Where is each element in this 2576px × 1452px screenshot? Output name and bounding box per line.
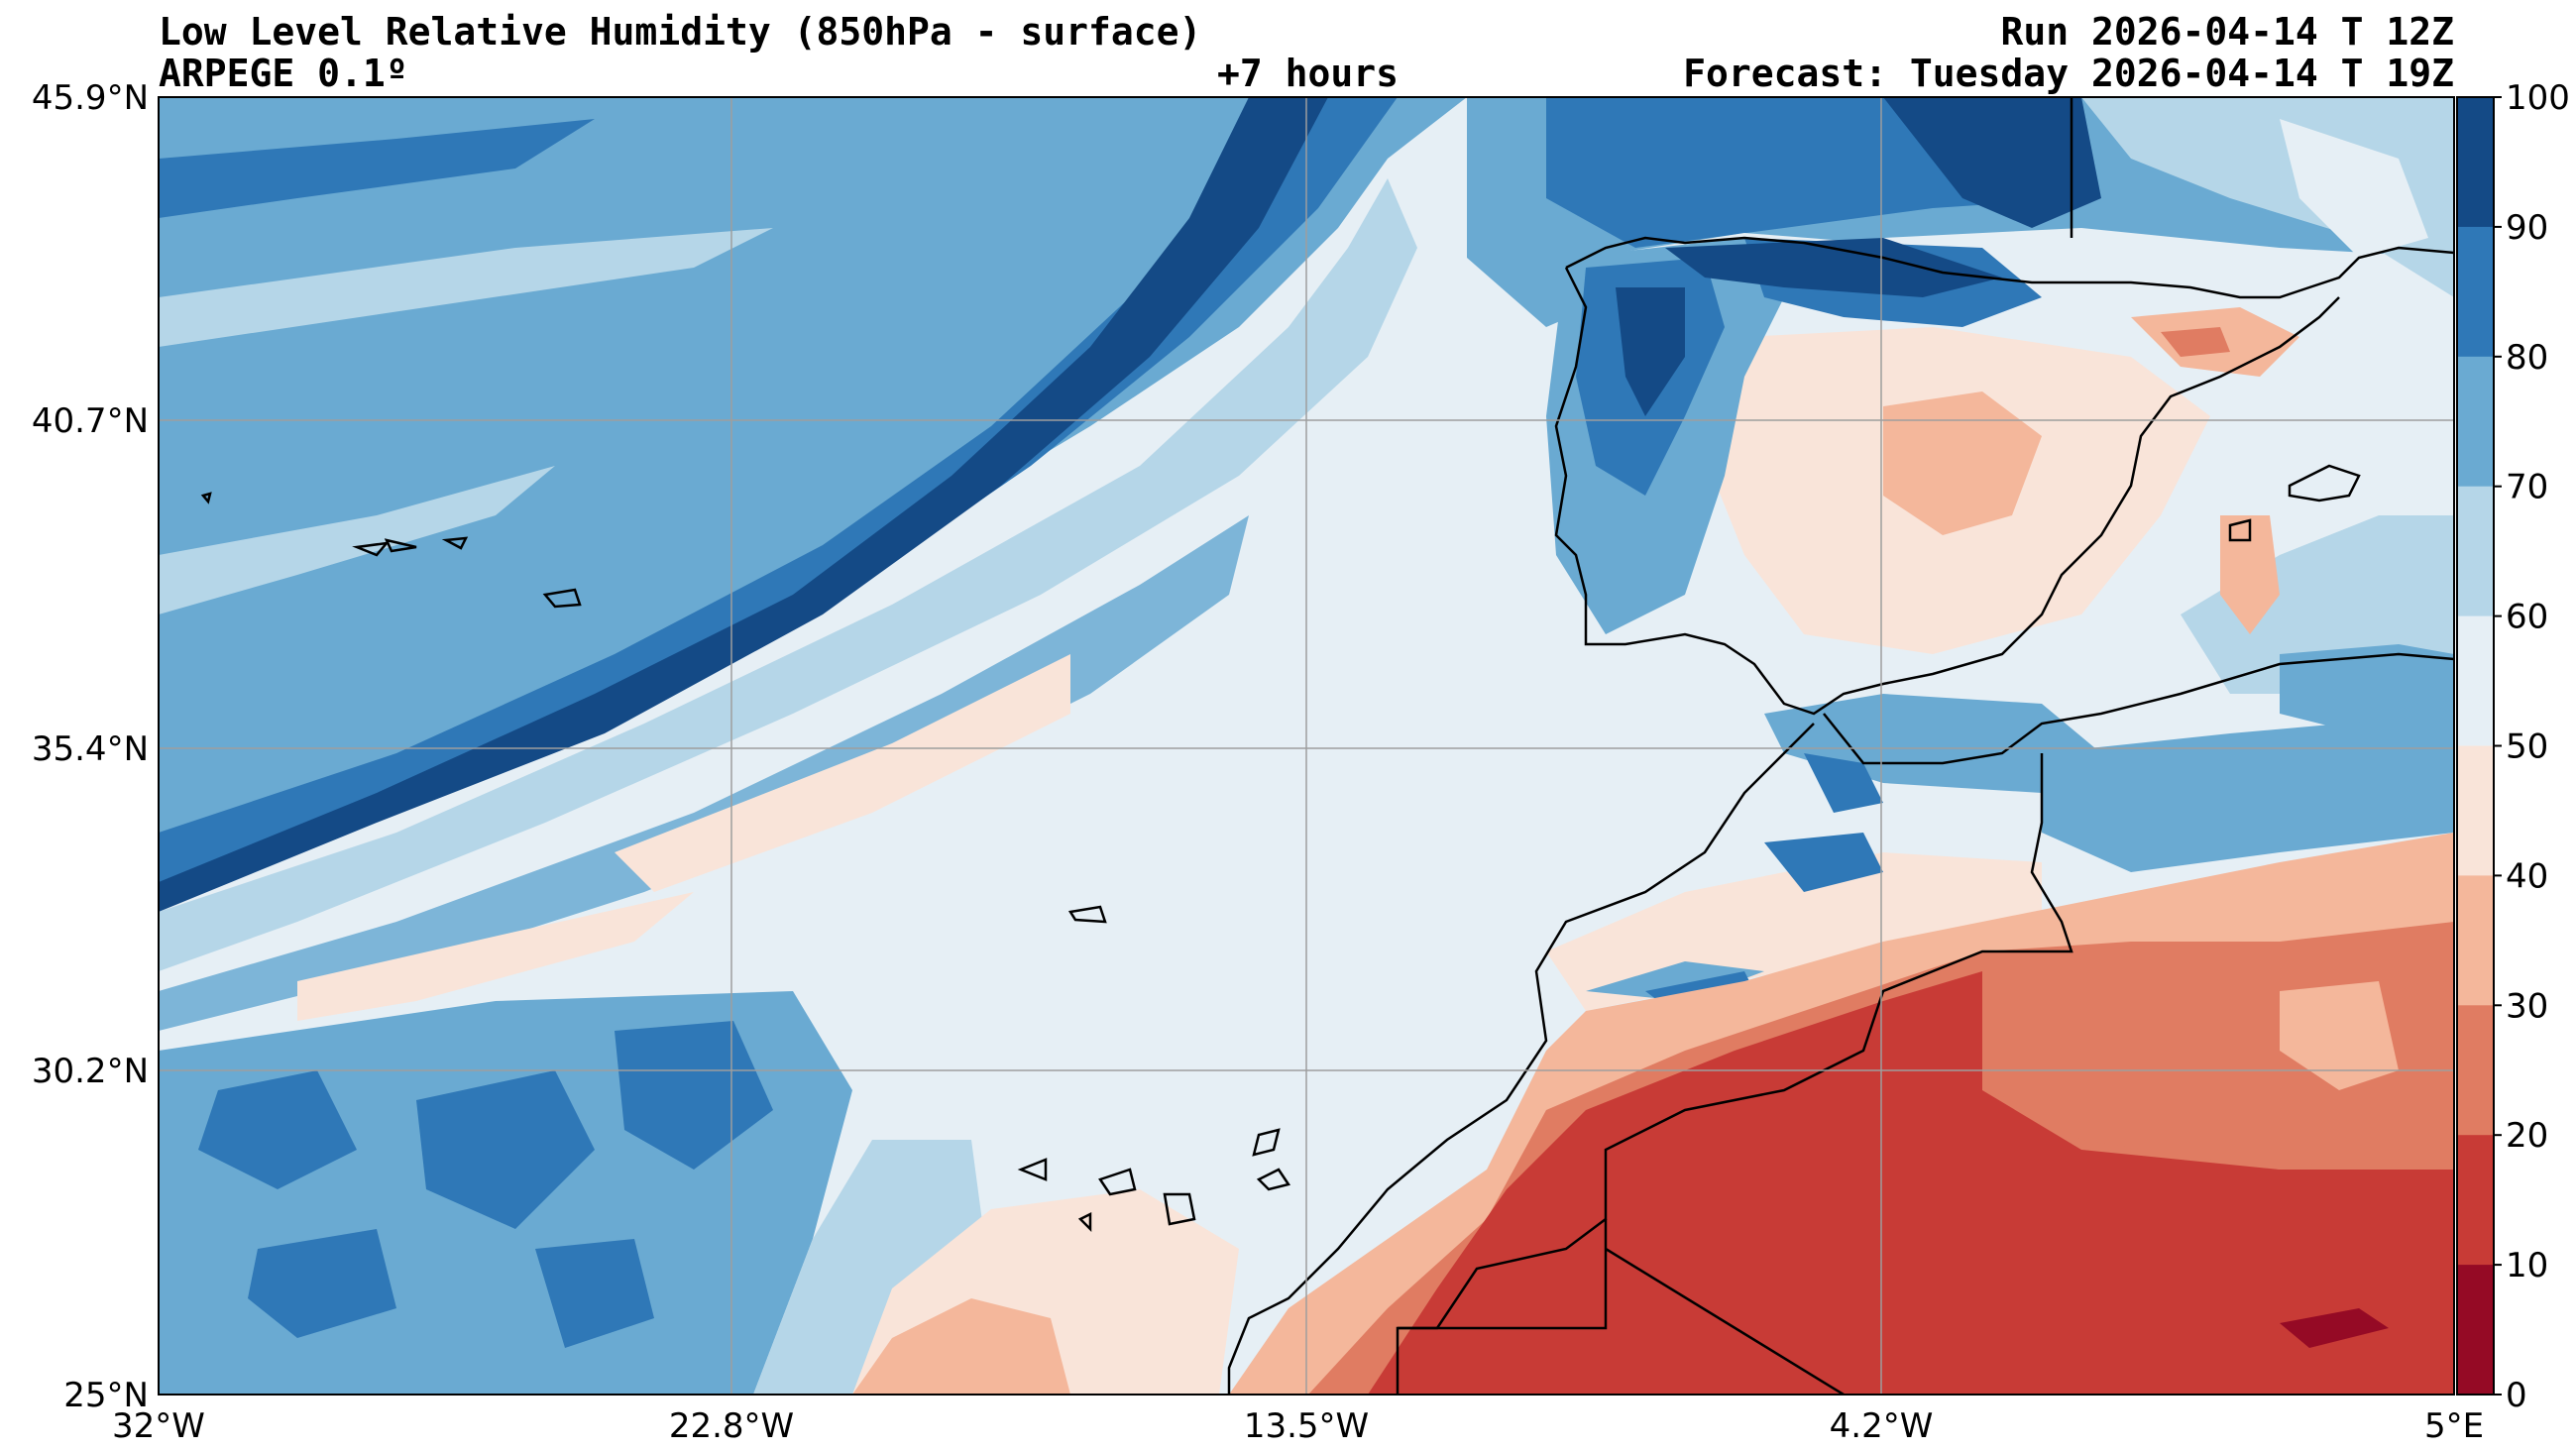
lat-tick-label: 35.4°N <box>32 729 149 769</box>
run-time: Run 2026-04-14 T 12Z <box>2000 10 2454 54</box>
colorbar-band <box>2457 745 2494 876</box>
colorbar-tick-label: 20 <box>2506 1116 2548 1156</box>
colorbar-tick-label: 30 <box>2506 986 2548 1026</box>
lat-tick-label: 45.9°N <box>32 78 149 118</box>
colorbar-tick-label: 10 <box>2506 1246 2548 1285</box>
map-frame <box>158 96 2455 1396</box>
colorbar-tick-label: 50 <box>2506 727 2548 767</box>
colorbar-tick-label: 100 <box>2506 78 2570 118</box>
forecast-time: Forecast: Tuesday 2026-04-14 T 19Z <box>1683 52 2454 95</box>
lead-time: +7 hours <box>1217 52 1400 95</box>
colorbar-band <box>2457 486 2494 617</box>
lat-tick-label: 25°N <box>63 1376 149 1415</box>
lon-tick-label: 22.8°W <box>669 1406 794 1446</box>
colorbar-tick-label: 60 <box>2506 598 2548 637</box>
lat-axis: 45.9°N 40.7°N 35.4°N 30.2°N 25°N <box>32 78 149 1415</box>
map-title: Low Level Relative Humidity (850hPa - su… <box>159 10 1202 54</box>
colorbar-band <box>2457 226 2494 358</box>
colorbar-band <box>2457 1005 2494 1136</box>
colorbar-tick-label: 0 <box>2506 1376 2527 1415</box>
gridlines <box>159 97 2454 1395</box>
model-name: ARPEGE 0.1º <box>159 52 408 95</box>
colorbar-band <box>2457 1265 2494 1396</box>
colorbar-tick-label: 40 <box>2506 856 2548 896</box>
colorbar-band <box>2457 1135 2494 1266</box>
colorbar-tick-label: 80 <box>2506 338 2548 378</box>
colorbar-band <box>2457 875 2494 1006</box>
lat-tick-label: 40.7°N <box>32 401 149 441</box>
lon-axis: 32°W 22.8°W 13.5°W 4.2°W 5°E <box>112 1406 2484 1446</box>
lon-tick-label: 4.2°W <box>1830 1406 1934 1446</box>
lat-tick-label: 30.2°N <box>32 1052 149 1091</box>
coastlines <box>200 97 2454 1395</box>
frontal-band-core <box>159 97 1328 912</box>
colorbar-tick-label: 90 <box>2506 208 2548 248</box>
lon-tick-label: 32°W <box>112 1406 205 1446</box>
colorbar-band <box>2457 356 2494 488</box>
colorbar-band <box>2457 97 2494 228</box>
colorbar <box>2456 96 2495 1396</box>
lon-tick-label: 5°E <box>2424 1406 2484 1446</box>
colorbar-band <box>2457 615 2494 746</box>
lon-tick-label: 13.5°W <box>1244 1406 1369 1446</box>
colorbar-tick-label: 70 <box>2506 468 2548 507</box>
